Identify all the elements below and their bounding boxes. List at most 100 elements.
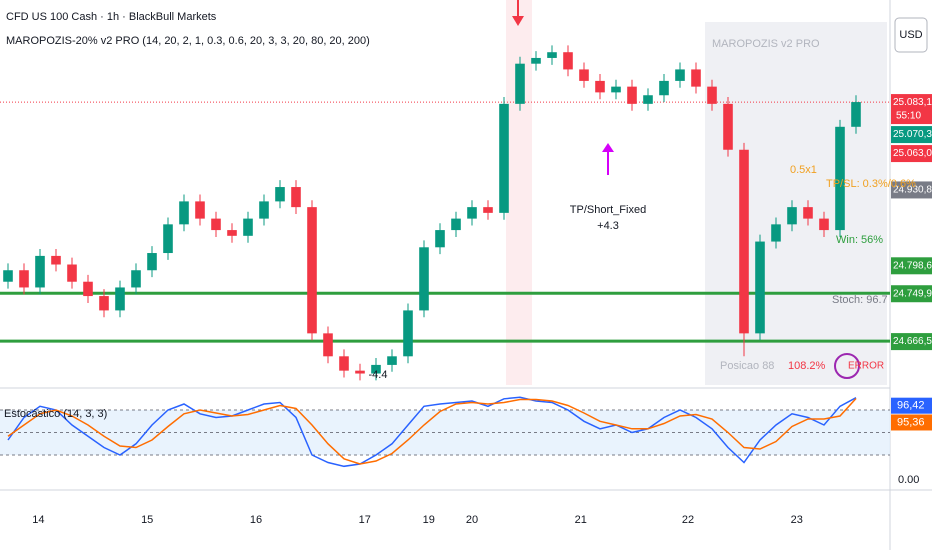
- dashboard-panel: [705, 22, 887, 385]
- dashboard-status: ERROR: [848, 361, 884, 372]
- candle-body: [355, 370, 365, 374]
- candle-body: [243, 218, 253, 236]
- candle-body: [179, 201, 189, 225]
- stoch-title: Estocástico (14, 3, 3): [4, 408, 107, 420]
- entry-arrow-head: [512, 16, 524, 26]
- chart-title: CFD US 100 Cash · 1h · BlackBull Markets: [6, 11, 217, 23]
- candle-body: [403, 310, 413, 357]
- candle-body: [483, 207, 493, 213]
- price-tag-label: 24.930,83: [893, 185, 932, 196]
- candle-body: [659, 80, 669, 96]
- candle-body: [419, 247, 429, 311]
- stoch-tag: [891, 397, 932, 414]
- dashboard-title: MAROPOZIS v2 PRO: [712, 38, 820, 50]
- candle-body: [67, 264, 77, 282]
- candle-body: [723, 103, 733, 150]
- y-tick-label: 0.00: [898, 474, 919, 486]
- candle-body: [99, 296, 109, 311]
- currency-box[interactable]: [894, 17, 928, 53]
- price-tag-label: 24.798,62: [893, 260, 932, 271]
- candle-body: [707, 86, 717, 104]
- candle-body: [259, 201, 269, 219]
- price-tag: [891, 181, 932, 199]
- dashboard-ratio: 0.5x1: [790, 164, 817, 176]
- x-tick-label: 22: [682, 514, 694, 526]
- candle-body: [195, 201, 205, 219]
- signal-result: +4.3: [597, 220, 619, 232]
- candle-body: [227, 230, 237, 236]
- candle-body: [643, 95, 653, 104]
- candle-body: [435, 230, 445, 248]
- dashboard-stoch: Stoch: 96.7: [832, 294, 888, 306]
- dashboard-position: Posicao 88: [720, 360, 774, 372]
- price-tag-countdown: 55:10: [896, 111, 921, 122]
- price-tag: [891, 94, 932, 125]
- candle-body: [579, 69, 589, 81]
- candle-body: [371, 364, 381, 374]
- x-tick-label: 23: [791, 514, 803, 526]
- stoch-line: [7, 397, 857, 465]
- x-tick-label: 21: [575, 514, 587, 526]
- dashboard-tpsl: TP/SL: 0.3%/0.6%: [826, 178, 916, 190]
- stoch-line: [7, 396, 857, 468]
- candle-body: [851, 102, 861, 127]
- candle-body: [547, 52, 557, 58]
- x-tick-label: 16: [250, 514, 262, 526]
- currency: USD: [899, 29, 922, 41]
- price-tag: [891, 126, 932, 144]
- price-tag: [891, 285, 932, 303]
- candle-body: [627, 86, 637, 104]
- status-icon: [834, 353, 860, 379]
- signal-arrow-head: [602, 143, 614, 152]
- x-tick-label: 20: [466, 514, 478, 526]
- x-tick-label: 14: [32, 514, 44, 526]
- candle-body: [115, 287, 125, 311]
- candle-body: [499, 103, 509, 213]
- x-tick-label: 19: [423, 514, 435, 526]
- candle-body: [307, 207, 317, 334]
- candle-body: [323, 333, 333, 357]
- dashboard-win: Win: 56%: [836, 234, 883, 246]
- price-tag-label: 25.070,36: [893, 129, 932, 140]
- candle-body: [211, 218, 221, 231]
- price-tag-label: 25.063,04: [893, 148, 932, 159]
- price-tag: [891, 145, 932, 163]
- price-tag-label: 24.666,51: [893, 336, 932, 347]
- price-tag: [891, 257, 932, 275]
- candle-body: [451, 218, 461, 231]
- price-tag: [891, 333, 932, 351]
- candle-body: [467, 207, 477, 219]
- candle-body: [19, 270, 29, 288]
- candle-body: [131, 270, 141, 288]
- candle-body: [531, 57, 541, 64]
- candle-body: [3, 270, 13, 282]
- price-tag-label: 24.749,93: [893, 288, 932, 299]
- candle-body: [595, 80, 605, 93]
- x-tick-label: 15: [141, 514, 153, 526]
- stoch-tag-label: 95,36: [897, 416, 925, 428]
- candle-body: [611, 86, 621, 93]
- indicator-title: MAROPOZIS-20% v2 PRO (14, 20, 2, 1, 0.3,…: [6, 35, 370, 47]
- loss-label: -4.4: [369, 369, 388, 381]
- plot: 14 15 16 17 19 20 21 22 23 25.083,10 55:10 25.070,3…: [0, 45, 932, 526]
- candle-body: [563, 52, 573, 70]
- candle-body: [739, 149, 749, 334]
- candle-body: [835, 126, 845, 231]
- signal-label: TP/Short_Fixed: [570, 204, 646, 216]
- candle-body: [35, 255, 45, 288]
- candle-body: [803, 207, 813, 219]
- price-tag-label: 25.083,10: [893, 97, 932, 108]
- candle-body: [755, 241, 765, 334]
- candle-body: [515, 63, 525, 104]
- x-tick-label: 17: [359, 514, 371, 526]
- candle-body: [83, 281, 93, 297]
- session-highlight: [506, 0, 532, 385]
- candle-body: [819, 218, 829, 231]
- candle-body: [787, 207, 797, 225]
- candle-body: [147, 253, 157, 271]
- candle-body: [275, 187, 285, 202]
- candle-body: [51, 255, 61, 265]
- candle-body: [675, 69, 685, 81]
- candle-body: [291, 187, 301, 208]
